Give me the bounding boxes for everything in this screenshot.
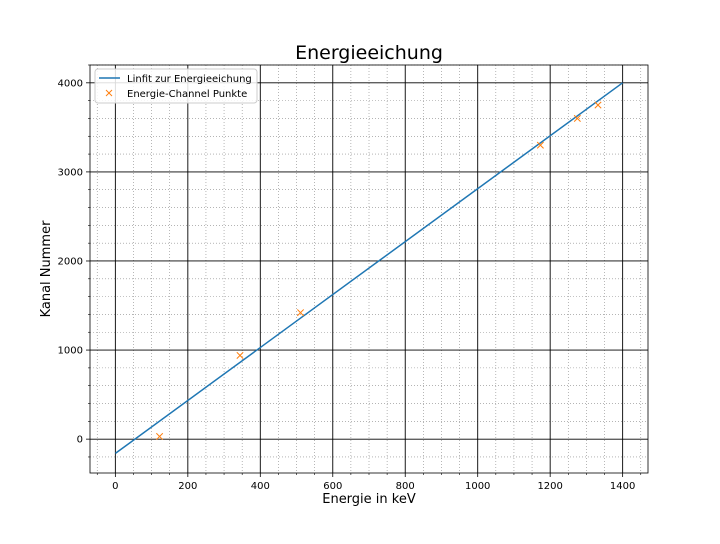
y-tick-label: 0 bbox=[77, 435, 83, 446]
y-axis-label: Kanal Nummer bbox=[39, 220, 54, 318]
x-axis-label: Energie in keV bbox=[322, 492, 416, 507]
legend-box bbox=[94, 68, 258, 104]
legend-label-linfit: Linfit zur Energieeichung bbox=[127, 74, 252, 85]
x-tick-label: 1000 bbox=[465, 481, 490, 492]
legend-marker-swatch bbox=[105, 89, 113, 97]
y-tick-label: 2000 bbox=[58, 256, 83, 267]
x-tick-label: 600 bbox=[323, 481, 342, 492]
marker-stroke bbox=[536, 141, 544, 149]
minor-grid bbox=[90, 64, 648, 473]
marker-stroke bbox=[156, 432, 164, 441]
y-tick-label: 4000 bbox=[58, 78, 83, 89]
y-tick-label: 1000 bbox=[58, 346, 83, 357]
major-grid bbox=[90, 65, 648, 473]
x-tick-label: 800 bbox=[396, 481, 415, 492]
legend: Linfit zur Energieeichung Energie-Channe… bbox=[94, 68, 258, 104]
series-layer bbox=[114, 82, 624, 455]
chart-title: Energieeichung bbox=[295, 42, 443, 64]
marker-stroke bbox=[296, 309, 305, 317]
data-point-marker bbox=[296, 309, 305, 317]
marker-stroke bbox=[236, 351, 244, 359]
x-tick-label: 400 bbox=[251, 481, 270, 492]
y-axis-ticks: 0 1000 2000 3000 4000 bbox=[58, 64, 90, 458]
x-tick-label: 1400 bbox=[610, 481, 635, 492]
data-point-marker bbox=[236, 351, 244, 359]
marker-stroke bbox=[594, 101, 602, 109]
x-tick-label: 1200 bbox=[537, 481, 562, 492]
x-tick-label: 0 bbox=[112, 481, 118, 492]
x-tick-label: 200 bbox=[178, 481, 197, 492]
fit-line bbox=[114, 82, 624, 455]
x-axis-ticks: 0 200 400 600 800 1000 1200 1400 bbox=[96, 473, 642, 492]
y-tick-label: 3000 bbox=[58, 167, 83, 178]
legend-label-points: Energie-Channel Punkte bbox=[127, 89, 247, 100]
data-point-marker bbox=[156, 432, 164, 441]
marker-stroke bbox=[573, 114, 581, 123]
data-point-marker bbox=[573, 114, 581, 123]
data-point-marker bbox=[594, 101, 602, 109]
data-point-marker bbox=[536, 141, 544, 149]
